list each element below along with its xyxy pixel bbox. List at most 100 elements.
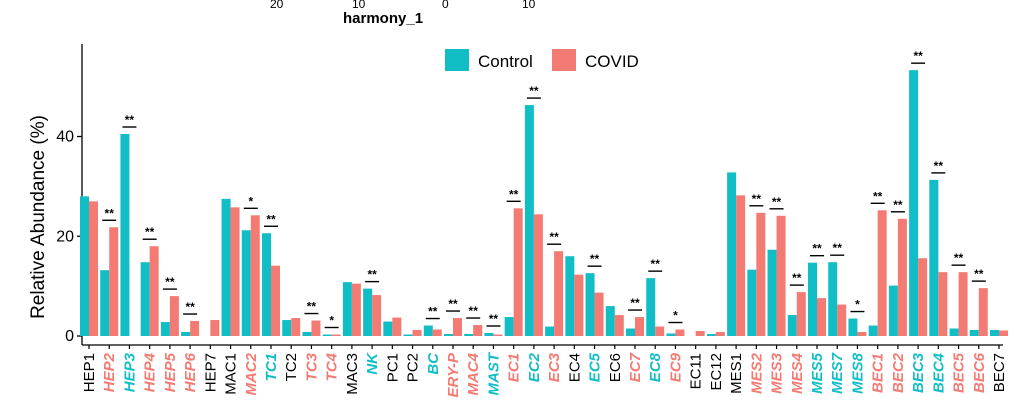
y-axis-label: Relative Abundance (%) <box>28 115 49 319</box>
category-label: MES1 <box>728 353 745 394</box>
significance-label: ** <box>772 195 782 209</box>
category-label: BEC4 <box>930 352 947 393</box>
bar-control <box>160 322 170 336</box>
category-label: BEC5 <box>951 352 968 393</box>
bar-control <box>383 321 393 336</box>
bar-covid <box>331 334 341 336</box>
panel-title: harmony_1 <box>343 10 423 27</box>
bar-covid <box>533 214 543 336</box>
significance-label: ** <box>489 312 499 326</box>
bar-covid <box>230 207 240 336</box>
bar-control <box>342 282 352 336</box>
significance-label: ** <box>873 189 883 203</box>
category-label: MES8 <box>849 352 866 394</box>
significance-label: ** <box>125 113 135 127</box>
significance-label: ** <box>145 225 155 239</box>
significance-label: ** <box>307 300 317 314</box>
bar-control <box>524 105 534 336</box>
bar-covid <box>372 295 382 336</box>
bar-control <box>848 318 858 336</box>
bar-covid <box>958 272 968 336</box>
category-label: HEP4 <box>142 352 159 392</box>
bar-control <box>423 325 433 336</box>
bar-covid <box>938 272 948 336</box>
bar-covid <box>877 210 887 336</box>
significance-label: ** <box>812 242 822 256</box>
bar-covid <box>149 246 159 336</box>
significance-label: ** <box>833 241 843 255</box>
bar-covid <box>897 218 907 336</box>
significance-label: ** <box>185 300 195 314</box>
bar-covid <box>513 208 523 336</box>
significance-label: ** <box>954 251 964 265</box>
bar-covid <box>736 195 746 336</box>
bar-control <box>808 262 817 336</box>
top-tick-4: 10 <box>522 0 536 11</box>
bar-control <box>545 326 555 336</box>
bar-covid <box>432 329 442 336</box>
category-label: MES3 <box>769 352 786 394</box>
category-label: MAST <box>485 351 502 395</box>
bar-control <box>666 333 676 336</box>
bar-control <box>241 230 251 336</box>
bar-control <box>990 330 999 336</box>
bar-covid <box>594 292 604 336</box>
category-label: BEC3 <box>910 352 927 393</box>
category-label: BEC7 <box>991 353 1008 392</box>
bar-control <box>100 270 110 336</box>
legend-control-swatch <box>445 49 469 71</box>
category-label: MES5 <box>809 352 826 394</box>
bar-control <box>262 233 271 336</box>
legend-covid-swatch <box>552 49 576 71</box>
bar-covid <box>756 212 766 336</box>
legend-control-label: Control <box>478 52 533 71</box>
top-partial-axis: 20 10 0 10 <box>270 0 536 11</box>
bar-covid <box>473 325 483 336</box>
bar-control <box>322 334 332 336</box>
bar-control <box>120 134 130 336</box>
bar-covid <box>311 320 321 336</box>
category-label: HEP2 <box>101 352 118 392</box>
bar-control <box>403 334 413 336</box>
bar-covid <box>978 288 988 336</box>
significance-label: ** <box>792 271 802 285</box>
bar-covid <box>695 331 705 336</box>
bar-control <box>969 330 979 336</box>
bar-control <box>787 315 797 336</box>
bar-control <box>605 306 615 336</box>
category-label: EC7 <box>627 352 644 382</box>
category-label: BEC2 <box>890 352 907 393</box>
significance-label: * <box>329 314 334 328</box>
bar-covid <box>635 317 644 336</box>
bar-covid <box>190 321 200 336</box>
bar-control <box>221 198 231 336</box>
significance-label: ** <box>367 268 377 282</box>
category-label: MAC2 <box>243 352 260 395</box>
bar-control <box>929 179 939 336</box>
bar-control <box>868 325 878 336</box>
bar-covid <box>675 329 685 336</box>
bar-control <box>363 288 373 336</box>
bar-control <box>646 278 656 336</box>
bar-covid <box>351 283 361 336</box>
significance-label: ** <box>549 230 559 244</box>
significance-label: ** <box>165 275 175 289</box>
bar-covid <box>796 292 806 336</box>
significance-label: ** <box>590 252 600 266</box>
bar-covid <box>918 258 928 336</box>
significance-label: ** <box>469 304 479 318</box>
bar-control <box>504 317 514 336</box>
significance-label: ** <box>913 49 923 63</box>
legend: Control COVID <box>445 49 639 71</box>
bar-covid <box>837 304 847 336</box>
bar-covid <box>291 318 301 336</box>
y-tick-label: 20 <box>56 228 74 245</box>
category-label: EC9 <box>667 352 684 382</box>
category-label: EC1 <box>506 353 523 382</box>
bar-covid <box>169 296 179 336</box>
category-label: TC4 <box>324 352 341 381</box>
bar-covid <box>554 251 564 336</box>
bar-covid <box>392 317 402 336</box>
bar-control <box>464 334 474 336</box>
category-label: TC3 <box>303 352 320 381</box>
